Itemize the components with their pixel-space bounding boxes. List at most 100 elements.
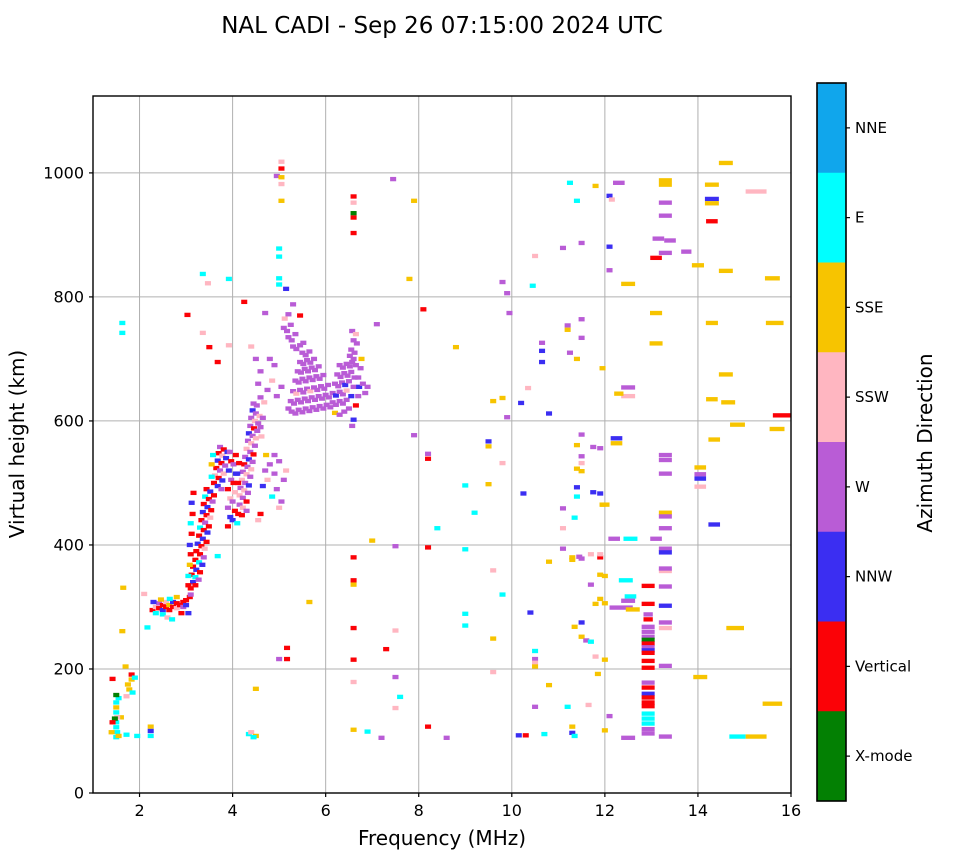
data-tile — [218, 486, 225, 492]
data-tile — [273, 173, 280, 179]
data-tile — [527, 610, 534, 615]
data-tile — [293, 346, 300, 352]
data-tile — [266, 462, 273, 467]
data-tile — [243, 508, 250, 514]
data-tile — [392, 705, 399, 711]
data-tile — [343, 388, 350, 393]
data-tile — [658, 250, 672, 256]
y-tick-label: 600 — [53, 411, 84, 430]
data-tile — [252, 686, 259, 691]
data-tile — [234, 471, 241, 476]
data-tile — [350, 582, 357, 587]
data-tile — [229, 517, 236, 523]
data-tile — [271, 452, 278, 458]
data-tile — [292, 411, 299, 416]
data-tile — [232, 452, 239, 458]
y-tick-label: 800 — [53, 287, 84, 306]
data-tile — [641, 700, 655, 705]
data-tile — [283, 286, 290, 292]
data-tile — [307, 360, 314, 365]
data-tile — [559, 506, 567, 511]
data-tile — [113, 720, 120, 725]
data-tile — [264, 387, 271, 393]
data-tile — [278, 175, 285, 180]
data-tile — [239, 469, 246, 474]
data-tile — [134, 733, 141, 739]
data-tile — [355, 375, 362, 380]
data-tile — [658, 200, 672, 205]
data-tile — [694, 484, 707, 489]
data-tile — [273, 393, 280, 399]
data-tile — [248, 730, 255, 735]
data-tile — [249, 433, 256, 438]
data-tile — [208, 508, 215, 513]
data-tile — [664, 238, 676, 243]
data-tile — [185, 573, 192, 579]
data-tile — [302, 406, 309, 411]
data-tile — [185, 583, 192, 588]
data-tile — [578, 468, 585, 474]
data-tile — [166, 602, 173, 608]
data-tile — [515, 733, 522, 738]
data-tile — [358, 356, 365, 362]
data-tile — [641, 685, 655, 690]
data-tile — [250, 452, 257, 457]
data-tile — [284, 656, 291, 662]
data-tile — [111, 716, 118, 721]
data-tile — [587, 552, 594, 557]
data-tile — [285, 335, 292, 340]
data-tile — [203, 513, 210, 518]
data-tile — [189, 511, 196, 517]
data-tile — [641, 695, 655, 700]
data-tile — [658, 620, 672, 625]
y-tick-label: 0 — [74, 784, 84, 803]
data-tile — [187, 586, 194, 591]
data-tile — [290, 401, 298, 406]
data-tile — [348, 369, 355, 375]
data-tile — [658, 182, 672, 187]
data-tile — [610, 441, 623, 446]
data-tile — [601, 601, 608, 606]
data-tile — [255, 517, 262, 523]
data-tile — [350, 727, 357, 732]
data-tile — [236, 460, 243, 466]
data-tile — [115, 733, 122, 739]
data-tile — [115, 695, 122, 701]
data-tile — [314, 387, 321, 393]
data-tile — [705, 320, 718, 326]
data-tile — [190, 564, 197, 569]
data-tile — [198, 517, 205, 523]
data-points — [108, 159, 791, 740]
data-tile — [578, 432, 585, 437]
data-tile — [599, 366, 606, 371]
data-tile — [227, 514, 234, 520]
data-tile — [317, 384, 325, 389]
data-tile — [532, 664, 539, 669]
data-tile — [532, 660, 539, 665]
data-tile — [350, 578, 357, 583]
data-tile — [248, 467, 255, 472]
data-tile — [350, 215, 357, 220]
data-tile — [332, 402, 339, 407]
data-tile — [592, 183, 599, 189]
data-tile — [249, 459, 256, 465]
data-tile — [287, 398, 294, 404]
data-tile — [350, 625, 357, 631]
data-tile — [641, 731, 655, 736]
data-tile — [217, 468, 224, 473]
data-tile — [114, 730, 121, 735]
data-tile — [197, 570, 204, 575]
data-tile — [295, 407, 302, 412]
data-tile — [462, 547, 469, 552]
data-tile — [187, 592, 194, 597]
data-tile — [229, 499, 236, 504]
data-tile — [621, 598, 636, 603]
data-tile — [350, 384, 357, 390]
data-tile — [573, 198, 580, 203]
data-tile — [247, 474, 254, 479]
data-tile — [276, 505, 283, 510]
data-tile — [197, 525, 204, 530]
data-tile — [304, 386, 311, 391]
data-tile — [199, 562, 206, 567]
data-tile — [290, 344, 297, 349]
